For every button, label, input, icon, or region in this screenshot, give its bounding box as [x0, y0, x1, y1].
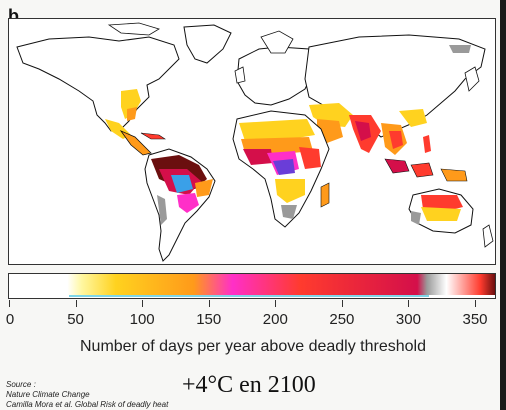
right-edge-shadow — [500, 0, 506, 410]
colorbar-fill — [9, 274, 495, 295]
panel-label: b — [8, 6, 19, 26]
legend-tick-mark — [408, 300, 410, 307]
central-america-land — [119, 130, 152, 156]
uk-land — [234, 66, 246, 84]
legend-tick-mark — [9, 300, 10, 307]
legend-colorbar — [8, 273, 496, 299]
philippines-heat — [423, 135, 431, 153]
legend-title: Number of days per year above deadly thr… — [80, 338, 426, 355]
congo-blue — [273, 159, 295, 175]
source-citation: Camilla Mora et al. Global Risk of deadl… — [6, 400, 169, 409]
legend-tick-mark — [475, 300, 477, 307]
china-south-heat — [399, 109, 427, 127]
indonesia-heat-1 — [384, 158, 410, 174]
brazil-magenta-heat — [177, 193, 199, 213]
australia-west-grey — [411, 211, 421, 225]
legend-tick-label: 100 — [129, 311, 155, 328]
us-southeast-heat — [121, 89, 141, 119]
world-map — [8, 18, 496, 265]
legend-tick-label: 150 — [196, 311, 222, 328]
source-journal: Nature Climate Change — [6, 390, 90, 399]
legend-tick-label: 250 — [329, 311, 355, 328]
arctic-islands-land — [107, 22, 160, 36]
legend-tick-mark — [142, 300, 144, 307]
legend-tick-mark — [75, 300, 77, 307]
legend-tick-label: 50 — [67, 311, 84, 328]
new-guinea-heat — [440, 168, 468, 182]
japan-land — [464, 66, 480, 92]
siberia-grey — [449, 45, 471, 53]
new-zealand-land — [482, 224, 494, 248]
legend-tick-label: 300 — [395, 311, 421, 328]
east-africa-heat — [299, 147, 321, 169]
source-heading: Source : — [6, 380, 36, 389]
greenland-land — [183, 24, 232, 64]
india-inner-heat — [355, 121, 371, 141]
southern-africa-grey — [281, 205, 297, 219]
scenario-caption: +4°C en 2100 — [182, 372, 316, 398]
southern-africa-heat — [275, 179, 305, 203]
andes-grey — [157, 195, 167, 225]
legend-tick-mark — [341, 300, 343, 307]
brazil-orange-heat — [195, 179, 213, 197]
australia-mid-heat — [421, 207, 461, 221]
source-block: Source : Nature Climate Change Camilla M… — [6, 380, 168, 410]
legend-tick-label: 200 — [262, 311, 288, 328]
indochina-heat — [389, 131, 403, 149]
indonesia-heat-2 — [410, 162, 434, 178]
legend-tick-mark — [275, 300, 277, 307]
west-africa-heat — [243, 149, 273, 165]
legend-tick-label: 0 — [5, 311, 15, 328]
madagascar-land — [320, 182, 330, 208]
sahara-heat — [239, 119, 315, 141]
scandinavia-land — [260, 30, 294, 54]
colorbar-underline — [69, 295, 429, 297]
caribbean-land — [140, 132, 166, 140]
europe-land — [236, 46, 316, 106]
legend-tick-label: 350 — [462, 311, 488, 328]
colorbar-svg — [9, 274, 495, 297]
legend-tick-mark — [208, 300, 210, 307]
north-america-land — [16, 36, 180, 132]
amazon-blue-heat — [171, 175, 193, 193]
world-map-svg — [16, 22, 494, 262]
us-gulf-heat — [127, 107, 137, 121]
